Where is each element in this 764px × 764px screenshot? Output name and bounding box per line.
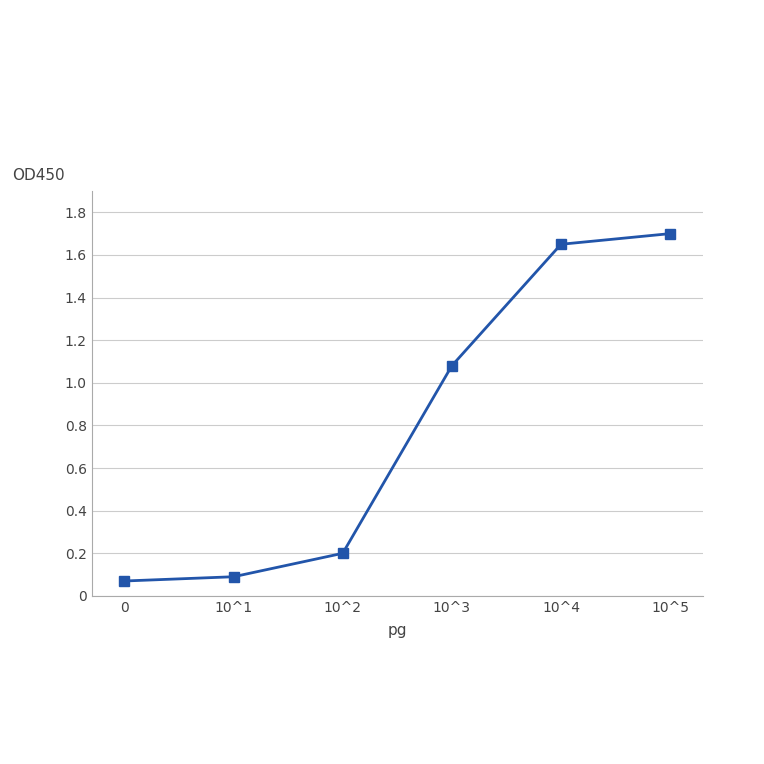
X-axis label: pg: pg xyxy=(387,623,407,638)
Text: OD450: OD450 xyxy=(12,168,65,183)
